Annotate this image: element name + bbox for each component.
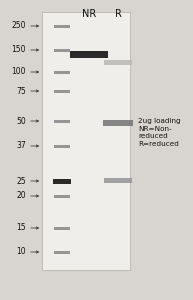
Text: 75: 75	[16, 86, 26, 95]
Bar	[54, 70, 70, 74]
Bar	[54, 194, 70, 197]
Bar	[70, 51, 108, 58]
Text: 25: 25	[16, 176, 26, 185]
Text: 150: 150	[12, 46, 26, 55]
Text: 100: 100	[12, 68, 26, 76]
Text: 10: 10	[16, 248, 26, 256]
Text: 2ug loading
NR=Non-
reduced
R=reduced: 2ug loading NR=Non- reduced R=reduced	[138, 118, 181, 147]
Bar	[54, 226, 70, 230]
Bar	[103, 120, 133, 126]
Bar	[54, 119, 70, 122]
Text: NR: NR	[82, 9, 96, 19]
Bar	[53, 178, 71, 184]
Bar	[54, 49, 70, 52]
Text: 15: 15	[16, 224, 26, 232]
Bar	[42, 12, 130, 270]
Bar	[54, 89, 70, 92]
Bar	[54, 25, 70, 28]
Text: 37: 37	[16, 142, 26, 151]
Text: 250: 250	[12, 22, 26, 31]
Bar	[104, 60, 132, 65]
Text: R: R	[115, 9, 121, 19]
Bar	[104, 178, 132, 183]
Text: 20: 20	[16, 191, 26, 200]
Bar	[54, 250, 70, 254]
Bar	[54, 145, 70, 148]
Text: 50: 50	[16, 116, 26, 125]
